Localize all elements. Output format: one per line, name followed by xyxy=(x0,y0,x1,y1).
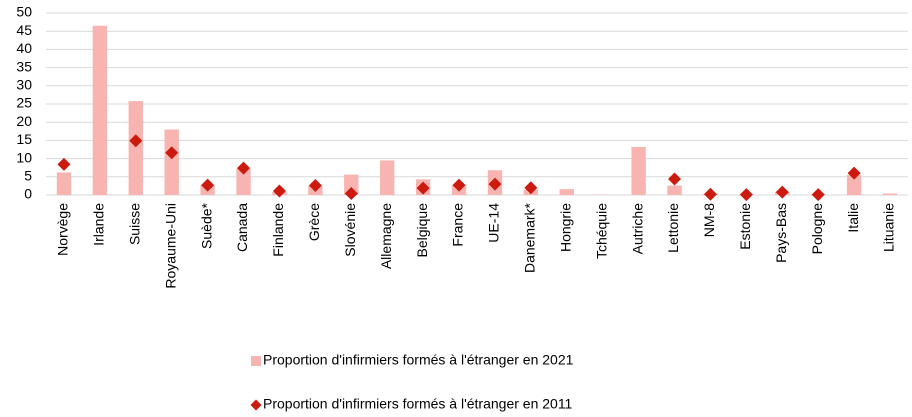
x-tick-label: Finlande xyxy=(270,203,286,257)
x-tick-label: Royaume-Uni xyxy=(162,203,178,289)
bar xyxy=(380,160,395,195)
bar xyxy=(164,129,179,195)
x-tick-label: Estonie xyxy=(737,203,753,250)
marker xyxy=(775,185,789,199)
bar xyxy=(667,185,682,195)
marker xyxy=(488,177,502,191)
x-tick-label: UE-14 xyxy=(486,203,502,243)
x-tick-label: Lituanie xyxy=(881,203,897,252)
y-tick-label: 15 xyxy=(16,131,32,147)
x-tick-label: Danemark* xyxy=(522,202,538,273)
marker xyxy=(452,178,466,192)
marker xyxy=(668,172,682,186)
y-tick-label: 10 xyxy=(16,149,32,165)
marker xyxy=(129,134,143,148)
legend-swatch xyxy=(251,356,261,366)
legend-label: Proportion d'infirmiers formés à l'étran… xyxy=(263,352,574,368)
bar xyxy=(559,189,574,195)
x-tick-label: Canada xyxy=(234,203,250,252)
x-tick-label: Suisse xyxy=(126,203,142,245)
x-tick-label: Hongrie xyxy=(557,203,573,252)
bar xyxy=(92,25,108,195)
bar xyxy=(344,174,359,195)
marker xyxy=(201,178,215,192)
marker xyxy=(237,161,251,175)
x-tick-label: Pays-Bas xyxy=(773,203,789,263)
y-tick-label: 5 xyxy=(24,168,32,184)
marker xyxy=(344,187,358,201)
y-tick-label: 20 xyxy=(16,113,32,129)
bar xyxy=(882,193,898,195)
marker xyxy=(811,188,825,202)
x-tick-label: Lettonie xyxy=(665,203,681,253)
x-tick-label: Belgique xyxy=(414,203,430,258)
y-tick-label: 35 xyxy=(16,58,32,74)
y-tick-label: 25 xyxy=(16,95,32,111)
marker xyxy=(524,181,538,195)
bar xyxy=(128,101,143,195)
bar xyxy=(846,174,862,195)
x-tick-label: NM-8 xyxy=(701,203,717,237)
x-tick-label: Tchéquie xyxy=(593,203,609,259)
y-tick-label: 40 xyxy=(16,40,32,56)
legend-swatch xyxy=(250,399,262,411)
marker xyxy=(847,166,861,180)
bar xyxy=(56,172,72,195)
x-tick-label: Grèce xyxy=(306,203,322,241)
marker xyxy=(57,157,71,171)
y-tick-label: 0 xyxy=(24,186,32,202)
x-tick-label: Irlande xyxy=(91,203,107,246)
x-tick-label: France xyxy=(450,203,466,247)
x-tick-label: Slovénie xyxy=(342,203,358,257)
bar xyxy=(236,168,251,195)
y-tick-label: 50 xyxy=(16,4,32,20)
y-tick-label: 45 xyxy=(16,22,32,38)
x-tick-label: Suède* xyxy=(198,202,214,248)
marker xyxy=(703,187,717,201)
bar xyxy=(631,146,646,195)
y-tick-label: 30 xyxy=(16,77,32,93)
marker xyxy=(416,181,430,195)
legend-label: Proportion d'infirmiers formés à l'étran… xyxy=(263,396,573,412)
x-tick-label: Autriche xyxy=(629,203,645,255)
marker xyxy=(165,146,179,160)
x-tick-label: Pologne xyxy=(809,203,825,255)
marker xyxy=(739,188,753,202)
x-tick-label: Norvège xyxy=(55,203,71,256)
x-tick-label: Italie xyxy=(845,203,861,233)
marker xyxy=(272,184,286,198)
marker xyxy=(308,179,322,193)
x-tick-label: Allemagne xyxy=(378,203,394,269)
